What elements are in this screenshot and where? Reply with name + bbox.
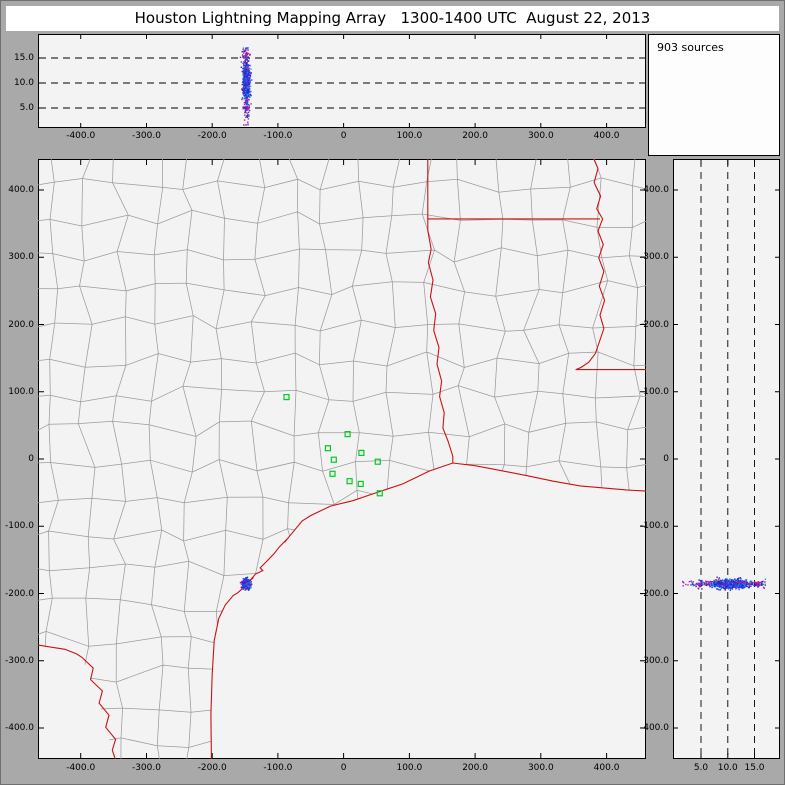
source-count-label: 903 sources [657, 41, 724, 54]
tick-label: -200.0 [4, 588, 34, 599]
tick-label: 400.0 [593, 131, 620, 141]
tick-label: 200.0 [462, 763, 488, 773]
tick-label: -400.0 [66, 763, 96, 773]
tick-label: 0 [340, 131, 347, 141]
tick-label: 300.0 [527, 763, 554, 773]
source-count-panel: 903 sources [648, 34, 780, 156]
altitude-axis-labels-left: 5.0 10.0 15.0 [3, 34, 36, 128]
tick-label: 400.0 [643, 185, 669, 195]
window-title: Houston Lightning Mapping Array 1300-140… [134, 9, 651, 27]
tick-label: -300.0 [131, 131, 161, 141]
tick-label: 400.0 [8, 185, 34, 195]
tick-label: 15.0 [13, 53, 34, 63]
tick-label: -200.0 [197, 763, 227, 773]
altitude-vs-eastwest-panel [38, 34, 646, 128]
plan-view-map-panel [38, 159, 646, 759]
tick-label: -100.0 [4, 521, 34, 532]
tick-label: -200.0 [639, 588, 669, 599]
tick-label: -200.0 [197, 131, 227, 141]
tick-label: 100.0 [643, 386, 669, 397]
tick-label: 15.0 [744, 763, 765, 773]
tick-label: 300.0 [8, 252, 34, 263]
tick-label: -100.0 [263, 131, 293, 141]
tick-label: 200.0 [462, 131, 488, 141]
eastwest-axis-labels-bottom: -400.0 -300.0 -200.0 -100.0 0 100.0 200.0 300.0… [38, 762, 646, 776]
tick-label: 100.0 [8, 386, 34, 397]
tick-label: 5.0 [693, 763, 709, 773]
tick-label: -300.0 [131, 763, 161, 773]
tick-label: 5.0 [19, 103, 34, 113]
northsouth-axis-labels-left: 400.0 300.0 200.0 100.0 0 -100.0 -200.0 -300.0 -… [3, 159, 36, 759]
tick-label: -300.0 [4, 655, 34, 666]
eastwest-axis-labels-top: -400.0 -300.0 -200.0 -100.0 0 100.0 200.0 300.0… [38, 130, 646, 144]
northsouth-axis-labels-right: 400.0 300.0 200.0 100.0 0 -100.0 -200.0 -300.0 -… [599, 159, 671, 759]
tick-label: 300.0 [527, 131, 554, 141]
altitude-vs-eastwest-plot[interactable] [38, 34, 646, 128]
tick-label: -400.0 [639, 723, 669, 733]
tick-label: -400.0 [66, 131, 96, 141]
tick-label: 0 [28, 454, 34, 464]
tick-label: -100.0 [639, 521, 669, 532]
tick-label: 0 [663, 454, 669, 464]
tick-label: -300.0 [639, 655, 669, 666]
tick-label: 100.0 [396, 763, 423, 773]
tick-label: 200.0 [643, 319, 669, 330]
tick-label: -400.0 [4, 723, 34, 733]
title-bar: Houston Lightning Mapping Array 1300-140… [6, 6, 779, 31]
altitude-vs-northsouth-panel [673, 159, 780, 759]
altitude-vs-northsouth-plot[interactable] [673, 159, 780, 759]
plan-view-map-plot[interactable] [38, 159, 646, 759]
tick-label: 400.0 [593, 763, 620, 773]
tick-label: 10.0 [717, 763, 738, 773]
altitude-axis-labels-bottom: 5.0 10.0 15.0 [673, 762, 780, 776]
tick-label: 300.0 [643, 252, 669, 263]
tick-label: 0 [340, 763, 347, 773]
tick-label: 200.0 [8, 319, 34, 330]
tick-label: 100.0 [396, 131, 423, 141]
tick-label: 10.0 [13, 78, 34, 88]
tick-label: -100.0 [263, 763, 293, 773]
